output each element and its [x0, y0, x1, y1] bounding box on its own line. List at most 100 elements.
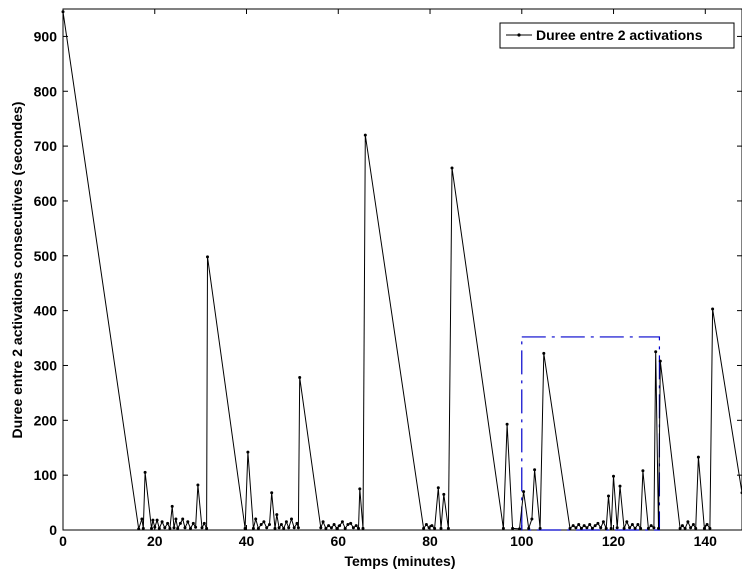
data-point	[319, 526, 323, 530]
data-point	[596, 521, 600, 525]
data-point	[527, 526, 531, 530]
data-point	[628, 526, 632, 530]
data-point	[183, 526, 187, 530]
data-point	[273, 526, 277, 530]
data-point	[518, 527, 521, 531]
data-point	[430, 524, 434, 528]
legend: Duree entre 2 activations	[499, 22, 735, 49]
x-tick-label: 80	[422, 533, 438, 549]
data-point	[153, 525, 157, 529]
y-tick-label: 300	[34, 357, 58, 373]
data-point	[530, 517, 534, 521]
data-point	[140, 517, 144, 521]
data-point	[641, 469, 645, 473]
data-point	[711, 307, 715, 311]
data-point	[625, 520, 629, 524]
data-point	[284, 520, 288, 524]
data-point	[168, 526, 172, 530]
data-point	[246, 450, 250, 454]
x-tick-label: 0	[59, 533, 67, 549]
y-axis-title: Duree entre 2 activations consecutives (…	[9, 102, 25, 439]
data-point	[256, 526, 260, 530]
data-point	[358, 487, 362, 491]
y-tick-label: 200	[34, 412, 58, 428]
plot-area	[62, 8, 742, 531]
data-point	[205, 526, 209, 530]
data-point	[588, 523, 592, 526]
data-point	[505, 422, 509, 426]
y-tick-label: 600	[34, 193, 58, 209]
y-tick-label: 900	[34, 28, 58, 44]
data-point	[265, 526, 269, 530]
y-tick-label: 800	[34, 83, 58, 99]
data-point	[696, 455, 700, 459]
y-axis: 0 100 200 300 400 500 600 700 800 900	[34, 28, 742, 538]
data-point	[427, 526, 431, 530]
data-point	[593, 524, 597, 528]
data-point	[363, 133, 367, 137]
data-point	[582, 524, 586, 528]
data-point	[601, 520, 605, 524]
data-point	[262, 520, 266, 524]
data-point	[332, 523, 336, 526]
x-axis-title: Temps (minutes)	[345, 553, 456, 569]
data-point	[574, 526, 578, 530]
data-point	[321, 520, 325, 524]
data-point	[243, 526, 247, 530]
data-point	[181, 517, 185, 521]
data-point	[298, 376, 302, 379]
series-layer	[61, 10, 742, 531]
data-point	[633, 526, 637, 530]
data-point	[607, 494, 610, 498]
y-tick-label: 700	[34, 138, 58, 154]
data-point	[689, 526, 693, 530]
data-point	[691, 523, 695, 526]
data-point	[335, 526, 339, 530]
x-tick-label: 100	[510, 533, 534, 549]
data-point	[268, 523, 271, 526]
data-point	[694, 526, 698, 530]
data-point	[652, 526, 656, 530]
data-point	[705, 523, 709, 526]
data-point	[327, 524, 331, 528]
data-point	[295, 521, 299, 525]
data-point	[324, 526, 328, 530]
data-point	[189, 526, 192, 530]
data-point	[251, 526, 255, 530]
legend-label: Duree entre 2 activations	[536, 27, 703, 43]
series-line	[62, 11, 742, 531]
x-tick-label: 140	[694, 533, 718, 549]
data-point	[511, 526, 515, 530]
data-point	[636, 523, 640, 526]
data-point	[654, 350, 658, 354]
x-tick-label: 120	[602, 533, 626, 549]
data-point	[143, 470, 147, 474]
y-tick-label: 0	[49, 522, 57, 538]
data-point	[630, 523, 634, 526]
data-point	[155, 518, 159, 522]
legend-box	[499, 22, 735, 49]
data-point	[270, 491, 274, 495]
data-point	[590, 526, 594, 530]
data-point	[683, 526, 687, 530]
data-point	[340, 520, 344, 524]
data-point	[433, 526, 437, 530]
data-point	[174, 517, 178, 521]
data-point	[424, 523, 428, 526]
data-point	[657, 526, 660, 530]
data-point	[577, 523, 581, 526]
data-point	[702, 526, 706, 530]
data-point	[259, 523, 263, 526]
y-tick-label: 500	[34, 248, 58, 264]
data-point	[599, 526, 603, 530]
data-point	[279, 523, 283, 526]
data-point	[166, 521, 170, 525]
data-point	[680, 524, 684, 528]
data-point	[658, 359, 662, 363]
data-point	[649, 524, 653, 528]
data-point	[202, 521, 206, 525]
data-point	[533, 468, 537, 472]
data-point	[191, 521, 195, 525]
x-axis: 0 20 40 60 80 100 120 140	[59, 9, 717, 549]
data-point	[292, 526, 296, 530]
